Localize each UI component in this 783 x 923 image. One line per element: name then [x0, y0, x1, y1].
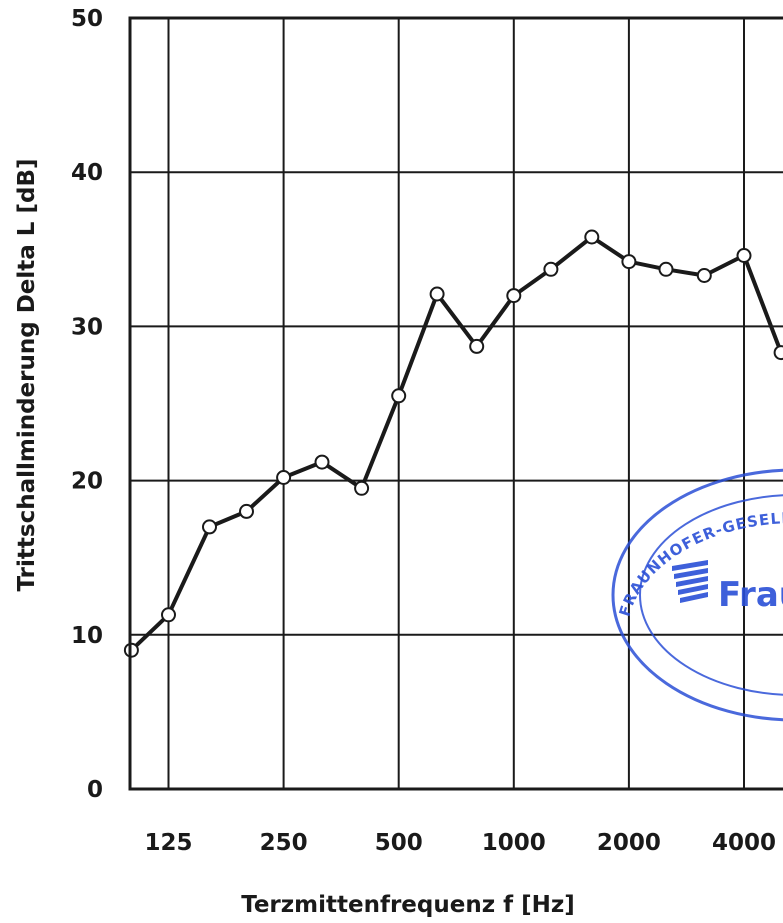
data-point-1250 [543, 261, 559, 277]
x-axis-label: Terzmittenfrequenz f [Hz] [241, 892, 575, 918]
data-point-2000 [621, 254, 637, 270]
fraunhofer-stamp: FRAUNHOFER-GESELLSCHAFT ZUR FÖRDERUNGFra… [0, 0, 783, 722]
data-point-250 [276, 470, 292, 485]
x-tick-4000: 4000 [712, 830, 776, 856]
stamp-inner-ring [639, 494, 783, 696]
plot-frame [128, 16, 783, 791]
data-point-4000 [736, 248, 752, 263]
x-tick-125: 125 [144, 830, 192, 856]
series-line [130, 235, 783, 652]
data-point-500 [391, 388, 407, 404]
x-tick-500: 500 [375, 830, 423, 856]
y-axis-label: Trittschallminderung Delta L [dB] [14, 159, 40, 592]
axes-frame [128, 16, 783, 791]
x-tick-2000: 2000 [597, 830, 661, 856]
data-point-400 [354, 480, 370, 496]
data-point-1000 [506, 288, 522, 304]
y-tick-50: 50 [71, 6, 103, 32]
x-tick-labels: 125 250 500 1000 2000 4000 [144, 830, 776, 856]
stamp-logo-stripe [676, 576, 708, 587]
stamp-brand-text: Fraunhofer [718, 575, 783, 615]
y-tick-0: 0 [87, 777, 103, 803]
y-tick-labels: 0 10 20 30 40 50 [71, 6, 103, 803]
data-point-2500 [658, 261, 674, 277]
data-point-630 [429, 286, 445, 302]
data-point-160 [202, 519, 217, 535]
y-tick-40: 40 [71, 160, 103, 186]
data-point-315 [314, 454, 330, 470]
data-point-3150 [696, 268, 712, 283]
data-point-125 [161, 607, 176, 623]
data-point-200 [239, 503, 254, 519]
data-point-1600 [584, 229, 600, 245]
series [123, 229, 783, 658]
x-tick-250: 250 [260, 830, 308, 856]
stamp-logo-stripe [678, 584, 708, 595]
stamp-logo-stripe [674, 568, 708, 579]
stamp-logo-icon [672, 560, 708, 603]
y-tick-30: 30 [71, 314, 103, 340]
y-tick-20: 20 [71, 469, 103, 495]
y-tick-10: 10 [71, 623, 103, 649]
data-point-800 [469, 338, 485, 354]
grid [130, 18, 783, 789]
stamp-logo-stripe [680, 592, 708, 603]
stamp-logo-stripe [672, 560, 708, 571]
x-tick-1000: 1000 [482, 830, 546, 856]
data-point-5000 [773, 345, 783, 361]
stamp-outer-ring [611, 468, 783, 722]
